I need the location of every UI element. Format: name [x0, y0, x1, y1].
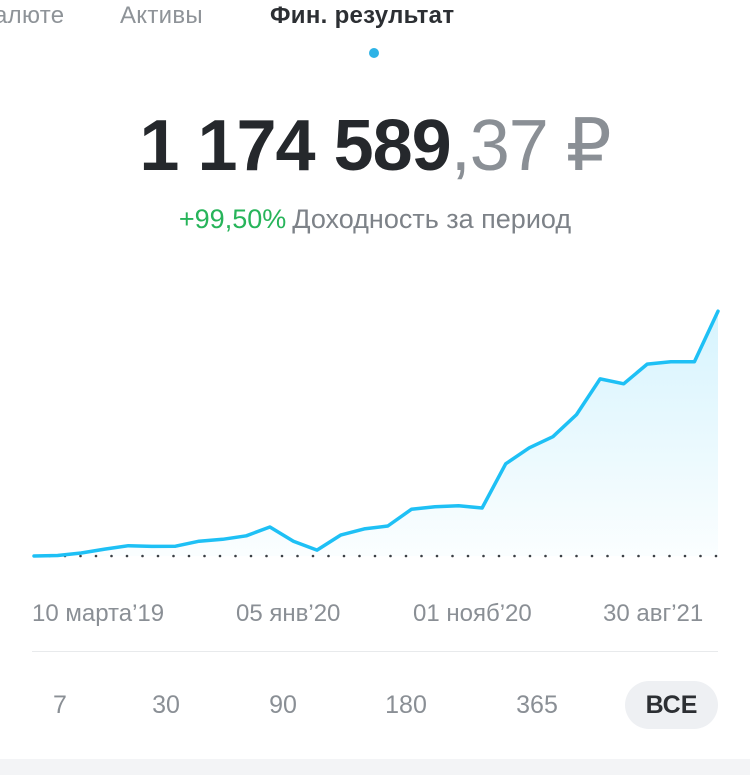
chart-point — [197, 539, 201, 543]
chart-point — [56, 554, 60, 558]
chart-point — [79, 551, 83, 555]
tab-currency[interactable]: алюте — [0, 2, 65, 29]
chart-point — [527, 446, 531, 450]
chart-point — [339, 533, 343, 537]
tab-bar: алюте Активы Фин. результат — [0, 0, 750, 58]
chart-point — [32, 554, 36, 558]
bottom-strip — [0, 759, 750, 775]
chart-point — [551, 435, 555, 439]
period-yield: +99,50% Доходность за период — [0, 204, 750, 235]
tab-financial-result[interactable]: Фин. результат — [270, 2, 455, 29]
chart-point — [386, 524, 390, 528]
chart-point — [433, 505, 437, 509]
active-tab-indicator — [369, 48, 379, 58]
chart-point — [575, 413, 579, 417]
portfolio-value-decimal: ,37 — [450, 106, 549, 186]
chart-point — [150, 544, 154, 548]
chart-point — [645, 362, 649, 366]
yield-label: Доходность за период — [292, 204, 572, 234]
tab-assets[interactable]: Активы — [120, 2, 203, 29]
period-365-days-button[interactable]: 365 — [516, 691, 558, 719]
chart-point — [457, 504, 461, 508]
yield-chart[interactable] — [0, 280, 750, 570]
x-axis-label-end: 30 авг’21 — [603, 600, 704, 627]
chart-point — [362, 527, 366, 531]
chart-point — [291, 539, 295, 543]
period-7-days-button[interactable]: 7 — [53, 691, 67, 719]
period-all-button[interactable]: ВСЕ — [625, 681, 718, 729]
chart-point — [716, 309, 720, 313]
chart-point — [221, 537, 225, 541]
period-180-days-button[interactable]: 180 — [385, 691, 427, 719]
portfolio-value: 1 174 589,37 ₽ — [0, 104, 750, 188]
x-axis-label-2: 05 янв’20 — [236, 600, 341, 627]
chart-point — [598, 377, 602, 381]
period-30-days-button[interactable]: 30 — [152, 691, 180, 719]
chart-point — [268, 525, 272, 529]
chart-point — [126, 544, 130, 548]
yield-percent: +99,50% — [178, 204, 287, 234]
chart-point — [103, 547, 107, 551]
chart-point — [622, 382, 626, 386]
chart-point — [244, 534, 248, 538]
currency-symbol: ₽ — [565, 106, 612, 186]
chart-area-fill — [34, 311, 718, 556]
chart-point — [315, 548, 319, 552]
chart-point — [174, 544, 178, 548]
chart-point — [669, 360, 673, 364]
chart-point — [504, 462, 508, 466]
chart-series-line — [32, 309, 720, 558]
portfolio-value-integer: 1 174 589 — [139, 106, 451, 186]
x-axis-label-start: 10 марта’19 — [32, 600, 165, 627]
divider — [32, 651, 718, 652]
period-90-days-button[interactable]: 90 — [269, 691, 297, 719]
x-axis-label-3: 01 нояб’20 — [413, 600, 532, 627]
chart-point — [692, 360, 696, 364]
chart-point — [409, 507, 413, 511]
chart-point — [480, 506, 484, 510]
